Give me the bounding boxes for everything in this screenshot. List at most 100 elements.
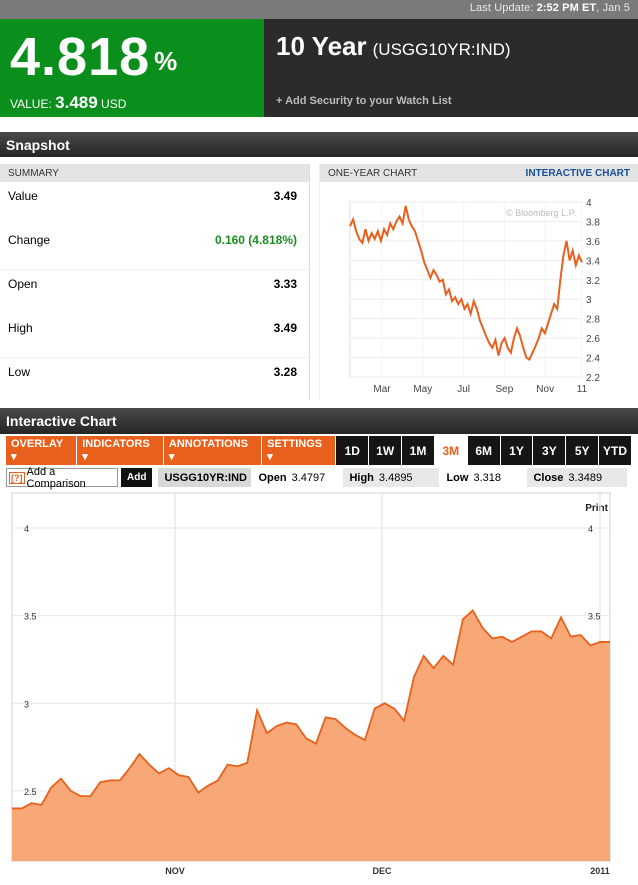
last-update-date: , Jan 5	[596, 2, 630, 14]
percent-sign: %	[154, 46, 179, 76]
stat-low: Low 3.318	[440, 468, 526, 487]
one-year-plot-frame	[349, 201, 583, 378]
value-label: VALUE:	[10, 97, 52, 111]
add-comparison-label: Add a Comparison	[26, 465, 86, 490]
last-update-bar: Last Update: 2:52 PM ET, Jan 5	[0, 0, 638, 19]
summary-row-low: Low 3.28	[0, 358, 309, 402]
value-amount: 3.489	[55, 93, 98, 112]
comparison-row: [?] Add a Comparison Add USGG10YR:IND Ope…	[0, 465, 638, 490]
snapshot-panel: SUMMARY Value 3.49 Change 0.160 (4.818%) Ope…	[0, 157, 638, 402]
main-y-tick-right: 4	[588, 524, 593, 534]
snapshot-section-title: Snapshot	[0, 132, 638, 157]
one-year-y-tick: 3.8	[586, 217, 600, 228]
range-5y-button[interactable]: 5Y	[566, 436, 600, 465]
stat-label: Low	[446, 471, 469, 484]
main-series-area	[12, 610, 610, 861]
currency-label: USD	[101, 97, 127, 111]
stat-value: 3.4895	[378, 471, 413, 484]
summary-table: SUMMARY Value 3.49 Change 0.160 (4.818%) Ope…	[0, 164, 310, 402]
one-year-y-tick: 3.4	[586, 256, 600, 267]
quote-header: 4.818% VALUE: 3.489 USD 10 Year (USGG10YR…	[0, 19, 638, 117]
summary-row-change: Change 0.160 (4.818%)	[0, 226, 309, 270]
menu-settings[interactable]: SETTINGS ▾	[262, 436, 337, 465]
one-year-y-tick: 2.2	[586, 373, 600, 384]
summary-label: Open	[8, 277, 38, 291]
summary-label: Low	[8, 365, 31, 379]
bloomberg-watermark: © Bloomberg L.P.	[506, 208, 576, 218]
range-1y-button[interactable]: 1Y	[500, 436, 534, 465]
main-x-tick: DEC	[372, 866, 392, 876]
main-y-tick-right: 3.5	[588, 612, 601, 622]
range-1m-button[interactable]: 1M	[402, 436, 435, 465]
price-value: 4.818	[10, 27, 151, 87]
security-ticker: (USGG10YR:IND)	[372, 40, 511, 59]
main-x-tick: 2011	[590, 866, 610, 876]
ticker-badge: USGG10YR:IND	[158, 468, 252, 487]
price-display: 4.818%	[10, 29, 254, 85]
help-icon[interactable]: [?]	[9, 471, 25, 484]
summary-value: 3.28	[273, 365, 297, 379]
main-series-line	[12, 608, 610, 810]
value-line: VALUE: 3.489 USD	[10, 93, 254, 113]
summary-header: SUMMARY	[0, 164, 309, 182]
one-year-y-tick: 2.8	[586, 315, 600, 326]
one-year-x-tick: May	[413, 384, 432, 395]
summary-header-label: SUMMARY	[8, 168, 59, 179]
interactive-chart-link[interactable]: INTERACTIVE CHART	[525, 168, 630, 179]
range-3y-button[interactable]: 3Y	[533, 436, 567, 465]
security-name: 10 Year	[276, 31, 367, 61]
range-1w-button[interactable]: 1W	[369, 436, 403, 465]
add-watchlist-link[interactable]: + Add Security to your Watch List	[276, 95, 452, 107]
summary-value: 0.160 (4.818%)	[214, 233, 297, 247]
one-year-chart: 4 3.8 3.6 3.4 3.2 3 2.8 2.6 2.4 2.2 Mar May Jul Sep No…	[349, 198, 600, 395]
stat-high: High 3.4895	[343, 468, 440, 487]
one-year-header: ONE-YEAR CHART INTERACTIVE CHART	[320, 164, 638, 182]
one-year-series-line	[349, 205, 583, 361]
one-year-chart-panel: ONE-YEAR CHART INTERACTIVE CHART 4 3.8 3.6…	[319, 164, 638, 400]
print-link[interactable]: Print	[585, 503, 608, 514]
one-year-x-tick: 11	[577, 384, 588, 395]
stat-label: Open	[258, 471, 287, 484]
summary-value: 3.33	[273, 277, 297, 291]
stat-open: Open 3.4797	[252, 468, 342, 487]
add-comparison-input[interactable]: [?] Add a Comparison	[6, 465, 118, 490]
main-y-tick-left: 3	[24, 699, 29, 709]
range-6m-button[interactable]: 6M	[467, 436, 501, 465]
one-year-x-tick: Nov	[536, 384, 554, 395]
last-update-time: 2:52 PM ET	[536, 2, 597, 14]
summary-label: Value	[8, 189, 38, 203]
one-year-y-tick: 3.2	[586, 276, 600, 287]
main-y-tick-left: 2.5	[24, 787, 37, 797]
stat-value: 3.3489	[568, 471, 603, 484]
one-year-y-tick: 2.4	[586, 354, 600, 365]
menu-indicators[interactable]: INDICATORS ▾	[77, 436, 164, 465]
one-year-y-tick: 2.6	[586, 334, 600, 345]
summary-value: 3.49	[273, 189, 297, 203]
one-year-y-tick: 3.6	[586, 237, 600, 248]
one-year-y-tick: 4	[586, 198, 592, 209]
one-year-x-tick: Jul	[457, 384, 470, 395]
main-x-tick: NOV	[165, 866, 185, 876]
range-1d-button[interactable]: 1D	[336, 436, 370, 465]
stat-value: 3.4797	[291, 471, 326, 484]
summary-row-high: High 3.49	[0, 314, 309, 358]
stat-label: Close	[533, 471, 564, 484]
stat-close: Close 3.3489	[527, 468, 628, 487]
menu-overlay[interactable]: OVERLAY ▾	[6, 436, 78, 465]
summary-row-value: Value 3.49	[0, 182, 309, 226]
quote-box: 4.818% VALUE: 3.489 USD	[0, 19, 264, 117]
chart-toolbar: OVERLAY ▾ INDICATORS ▾ ANNOTATIONS ▾ SETTIN…	[0, 434, 638, 465]
range-3m-button[interactable]: 3M	[434, 436, 468, 465]
summary-label: High	[8, 321, 33, 335]
one-year-y-tick: 3	[586, 295, 592, 306]
one-year-x-tick: Mar	[373, 384, 391, 395]
add-comparison-button[interactable]: Add	[121, 468, 153, 487]
main-y-tick-left: 3.5	[24, 612, 37, 622]
security-title-box: 10 Year (USGG10YR:IND) + Add Security to …	[264, 19, 638, 117]
last-update-label: Last Update:	[469, 2, 534, 14]
menu-annotations[interactable]: ANNOTATIONS ▾	[163, 436, 263, 465]
range-ytd-button[interactable]: YTD	[599, 436, 632, 465]
stat-label: High	[349, 471, 374, 484]
